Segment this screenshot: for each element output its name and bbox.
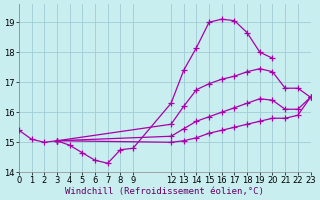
X-axis label: Windchill (Refroidissement éolien,°C): Windchill (Refroidissement éolien,°C) [65,187,264,196]
